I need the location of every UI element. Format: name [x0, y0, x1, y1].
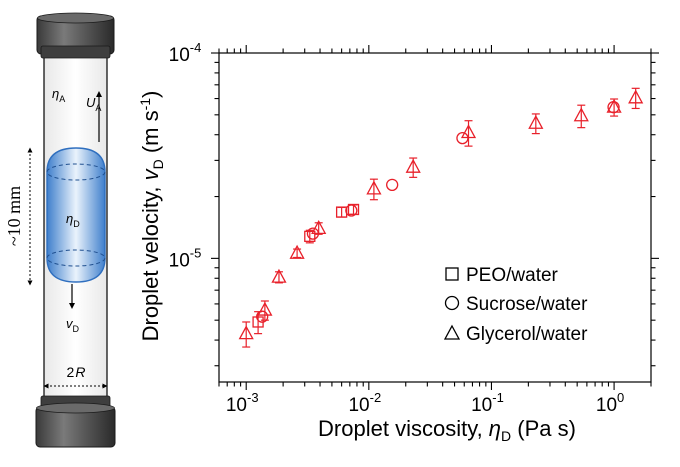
outer-velocity-label: UA [86, 95, 101, 113]
diameter-dimension: 2R [43, 364, 108, 389]
legend-entry-sucrose-water: Sucrose/water [444, 294, 588, 315]
y-tick-label: 10-5 [169, 245, 202, 271]
legend-label-sucrose-water: Sucrose/water [466, 294, 588, 315]
data-point-triangle [271, 268, 287, 283]
droplet-velocity-label: vD [66, 316, 80, 334]
data-point-square [304, 230, 316, 242]
data-point-triangle [606, 98, 622, 113]
data-point-triangle [257, 301, 273, 316]
series-glycerol-water [238, 87, 644, 348]
x-tick-label: 10-2 [348, 390, 381, 416]
top-cap [36, 12, 115, 59]
axis-ticks [211, 45, 659, 390]
legend-triangle-marker [443, 324, 461, 340]
data-point-triangle [366, 180, 382, 195]
legend-circle-marker [444, 295, 460, 311]
droplet-viscosity-label: ηD [66, 211, 80, 229]
diameter-label: 2R [67, 364, 86, 380]
data-point-triangle [289, 244, 305, 259]
data-markers [238, 87, 644, 348]
x-tick-label: 10-3 [226, 390, 259, 416]
droplet-velocity: vD [66, 284, 80, 334]
data-point-triangle [528, 114, 544, 129]
x-tick-label: 100 [596, 390, 624, 416]
plot-frame [218, 52, 652, 383]
axis-tick-labels: 10-3 10-2 10-1 100 10-5 10-4 [169, 40, 625, 416]
legend: PEO/water Sucrose/water Glycerol/water [443, 265, 588, 345]
y-axis-label: Droplet velocity, vD (m s-1) [137, 91, 166, 342]
data-point-triangle [405, 158, 421, 173]
y-tick-label: 10-4 [169, 40, 202, 66]
data-point-square [347, 203, 360, 216]
data-point-triangle [238, 325, 254, 340]
legend-label-peo-water: PEO/water [466, 265, 559, 286]
viscosity-velocity-chart: 10-3 10-2 10-1 100 10-5 10-4 Droplet viscosit… [137, 40, 659, 444]
data-point-circle [256, 310, 269, 323]
data-point-triangle [460, 124, 477, 139]
outer-fluid-velocity: UA [86, 91, 102, 142]
series-peo-water [252, 203, 360, 335]
data-point-circle [345, 204, 358, 217]
x-axis-label: Droplet viscosity, ηD (Pa s) [318, 416, 576, 444]
droplet [46, 147, 106, 283]
x-tick-label: 10-1 [471, 390, 504, 416]
data-point-triangle [628, 89, 644, 104]
length-label: ~10 mm [4, 186, 24, 246]
bottom-cap [35, 395, 116, 448]
data-point-circle [386, 178, 399, 192]
series-sucrose-water [256, 100, 620, 323]
legend-entry-peo-water: PEO/water [445, 265, 559, 286]
legend-entry-glycerol-water: Glycerol/water [443, 324, 588, 345]
legend-label-glycerol-water: Glycerol/water [466, 324, 588, 345]
outer-viscosity-label: ηA [52, 86, 65, 104]
tube-illustration: ~10 mm 2R UA ηA ηD vD [4, 12, 116, 448]
length-dimension: ~10 mm [4, 147, 33, 286]
data-point-triangle [573, 107, 589, 122]
data-point-triangle [311, 219, 327, 235]
legend-square-marker [445, 267, 459, 281]
